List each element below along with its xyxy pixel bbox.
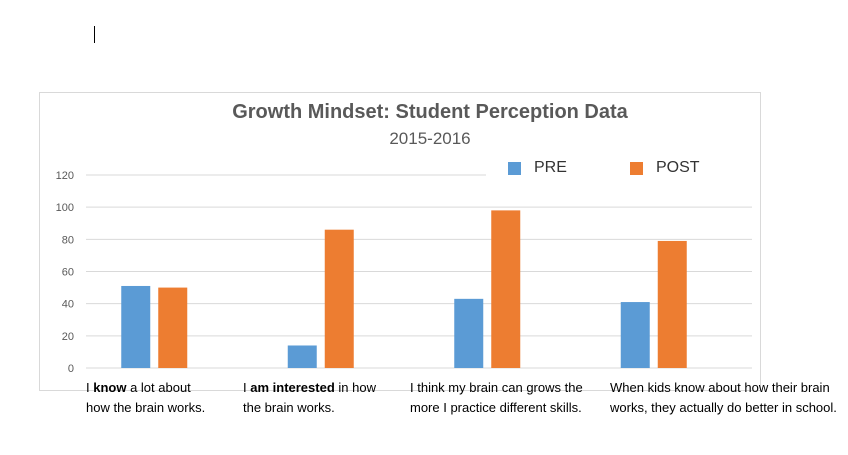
text-cursor: [94, 26, 95, 43]
x-category-label-2: I am interested in how the brain works.: [243, 380, 376, 415]
x-category-label-3: I think my brain can grows the more I pra…: [410, 380, 583, 415]
x-category-label-4: When kids know about how their brain work…: [610, 380, 837, 415]
y-tick-label: 40: [62, 299, 74, 311]
bar-pre-2[interactable]: [287, 345, 317, 368]
bar-post-2[interactable]: [324, 229, 354, 368]
bar-post-4[interactable]: [657, 240, 687, 368]
chart-title: Growth Mindset: Student Perception Data: [232, 101, 628, 123]
bar-post-3[interactable]: [491, 210, 521, 368]
chart-subtitle: 2015-2016: [389, 129, 471, 148]
y-tick-label: 120: [56, 170, 74, 182]
x-category-label-1: I know a lot about how the brain works.: [86, 380, 206, 415]
y-tick-label: 20: [62, 331, 74, 343]
legend-item-pre: PRE: [508, 158, 567, 178]
legend-item-post: POST: [630, 158, 700, 178]
legend-swatch-post: [630, 161, 643, 175]
bar-pre-3[interactable]: [454, 298, 484, 368]
bar-pre-4[interactable]: [620, 302, 650, 368]
bar-pre-1[interactable]: [121, 285, 151, 368]
y-tick-label: 80: [62, 234, 74, 246]
legend-label-pre: PRE: [534, 159, 567, 176]
y-tick-label: 0: [68, 363, 74, 375]
bar-post-1[interactable]: [158, 287, 188, 368]
y-tick-label: 60: [62, 267, 74, 279]
legend-label-post: POST: [656, 159, 700, 176]
y-tick-label: 100: [56, 202, 74, 214]
legend-swatch-pre: [508, 161, 521, 175]
